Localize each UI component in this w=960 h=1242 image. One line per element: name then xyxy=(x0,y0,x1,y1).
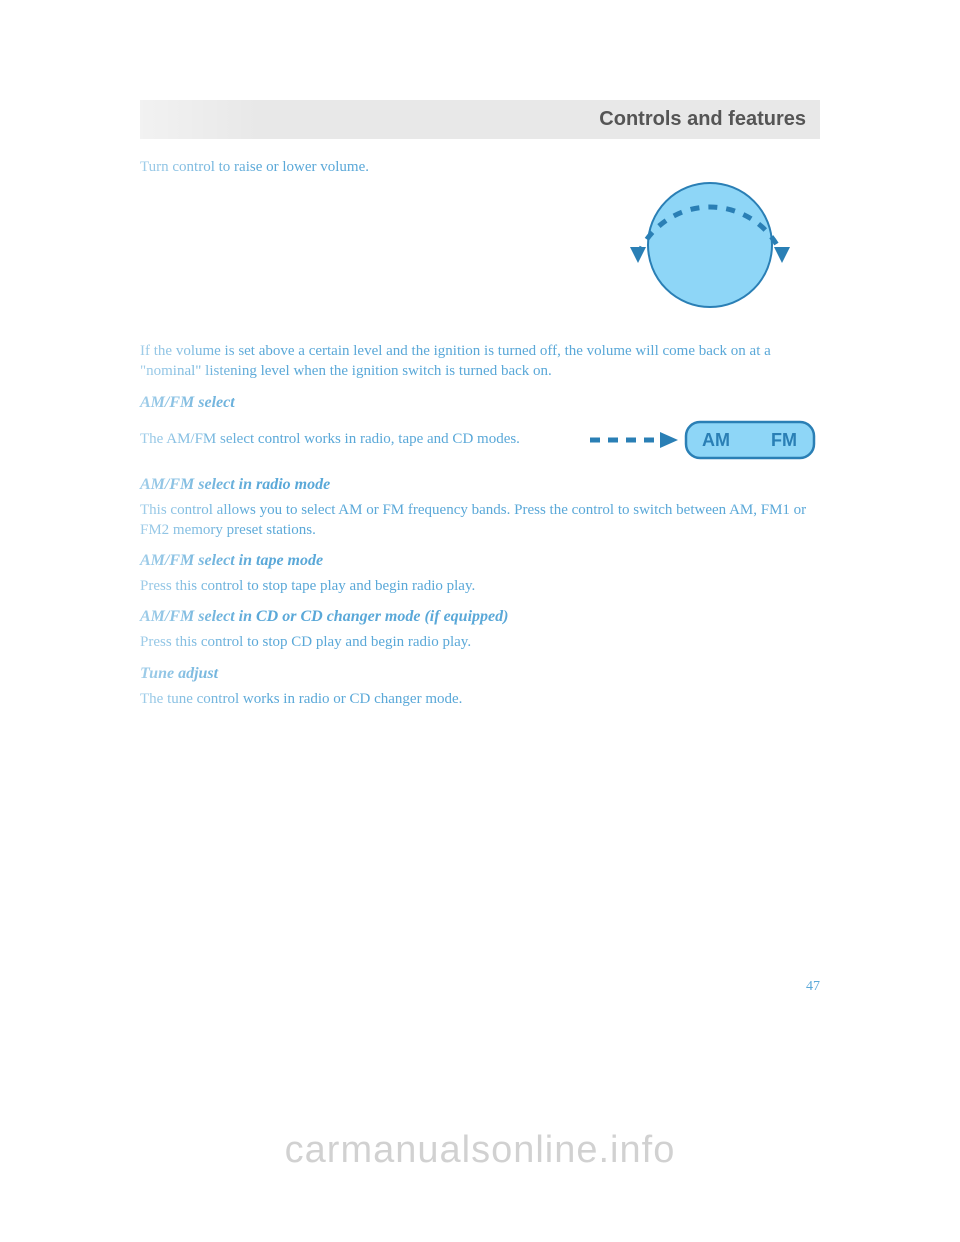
section-header-bar: Controls and features xyxy=(140,100,820,139)
amfm-radio-text: This control allows you to select AM or … xyxy=(140,500,820,541)
svg-text:AM: AM xyxy=(702,430,730,450)
page-number: 47 xyxy=(140,979,820,995)
volume-dial-icon xyxy=(600,157,820,327)
volume-intro-text: Turn control to raise or lower volume. xyxy=(140,157,580,177)
amfm-radio-heading: AM/FM select in radio mode xyxy=(140,476,820,494)
amfm-tape-heading: AM/FM select in tape mode xyxy=(140,552,820,570)
volume-note: If the volume is set above a certain lev… xyxy=(140,341,820,382)
svg-text:FM: FM xyxy=(771,430,797,450)
tune-text: The tune control works in radio or CD ch… xyxy=(140,689,820,709)
section-header-title: Controls and features xyxy=(599,108,806,130)
amfm-tape-text: Press this control to stop tape play and… xyxy=(140,576,820,596)
amfm-heading: AM/FM select xyxy=(140,394,820,412)
amfm-intro-row: The AM/FM select control works in radio,… xyxy=(140,418,820,462)
page-container: Controls and features Turn control to ra… xyxy=(0,0,960,1055)
amfm-cd-text: Press this control to stop CD play and b… xyxy=(140,632,820,652)
amfm-button-icon: AM FM xyxy=(590,418,820,462)
volume-intro-row: Turn control to raise or lower volume. xyxy=(140,157,820,327)
amfm-intro-text: The AM/FM select control works in radio,… xyxy=(140,429,578,449)
watermark-text: carmanualsonline.info xyxy=(285,1129,676,1172)
amfm-cd-heading: AM/FM select in CD or CD changer mode (i… xyxy=(140,608,820,626)
tune-heading: Tune adjust xyxy=(140,665,820,683)
